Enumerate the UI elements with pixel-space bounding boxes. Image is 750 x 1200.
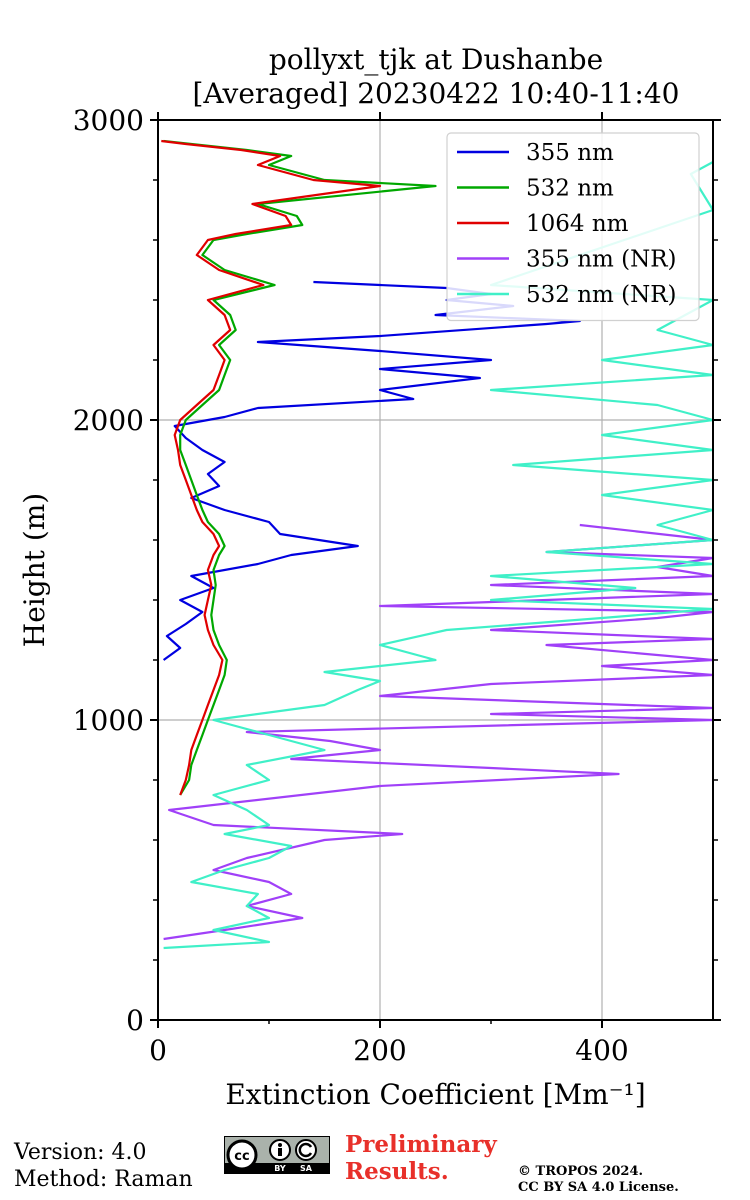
preliminary-line2: Results.: [345, 1158, 449, 1185]
legend-label: 1064 nm: [526, 211, 629, 237]
legend-label: 532 nm: [526, 176, 614, 202]
y-tick-label: 0: [126, 1004, 144, 1037]
chart-grid: [158, 120, 713, 1020]
copyright-line1: © TROPOS 2024.: [518, 1164, 644, 1179]
chart-legend: 355 nm 532 nm 1064 nm 355 nm (NR) 532 nm (NR…: [446, 132, 700, 322]
x-tick-label: 0: [149, 1034, 167, 1067]
plot-frame: [157, 119, 714, 1021]
legend-box: [446, 132, 700, 322]
y-tick-label: 1000: [73, 704, 144, 737]
series-line: [163, 523, 715, 941]
x-tick-label: 400: [575, 1034, 628, 1067]
footer-method: Method: Raman: [14, 1167, 193, 1192]
cc-license-badge-icon: cc BY SA: [224, 1136, 330, 1174]
chart-axes: 0 200 400 0 1000 2000 3000 Extinction Coefficie…: [18, 104, 721, 1111]
chart-title-line2: [Averaged] 20230422 10:40-11:40: [192, 77, 680, 110]
series-line: [161, 139, 382, 796]
series-line: [163, 161, 715, 950]
legend-label: 532 nm (NR): [526, 282, 677, 308]
chart-series: [161, 139, 715, 950]
series-line: [163, 139, 437, 796]
y-tick-label: 2000: [73, 404, 144, 437]
x-axis-label: Extinction Coefficient [Mm⁻¹]: [225, 1078, 645, 1111]
copyright-line2: CC BY SA 4.0 License.: [518, 1180, 679, 1195]
footer-version: Version: 4.0: [14, 1140, 147, 1165]
y-tick-label: 3000: [73, 104, 144, 137]
svg-text:cc: cc: [234, 1149, 249, 1164]
preliminary-line1: Preliminary: [345, 1131, 497, 1158]
svg-text:BY: BY: [274, 1164, 286, 1173]
x-tick-label: 200: [353, 1034, 406, 1067]
legend-label: 355 nm (NR): [526, 247, 677, 273]
y-axis-label: Height (m): [18, 493, 51, 647]
chart-title-line1: pollyxt_tjk at Dushanbe: [268, 43, 604, 76]
legend-label: 355 nm: [526, 140, 614, 166]
svg-text:SA: SA: [300, 1164, 313, 1173]
